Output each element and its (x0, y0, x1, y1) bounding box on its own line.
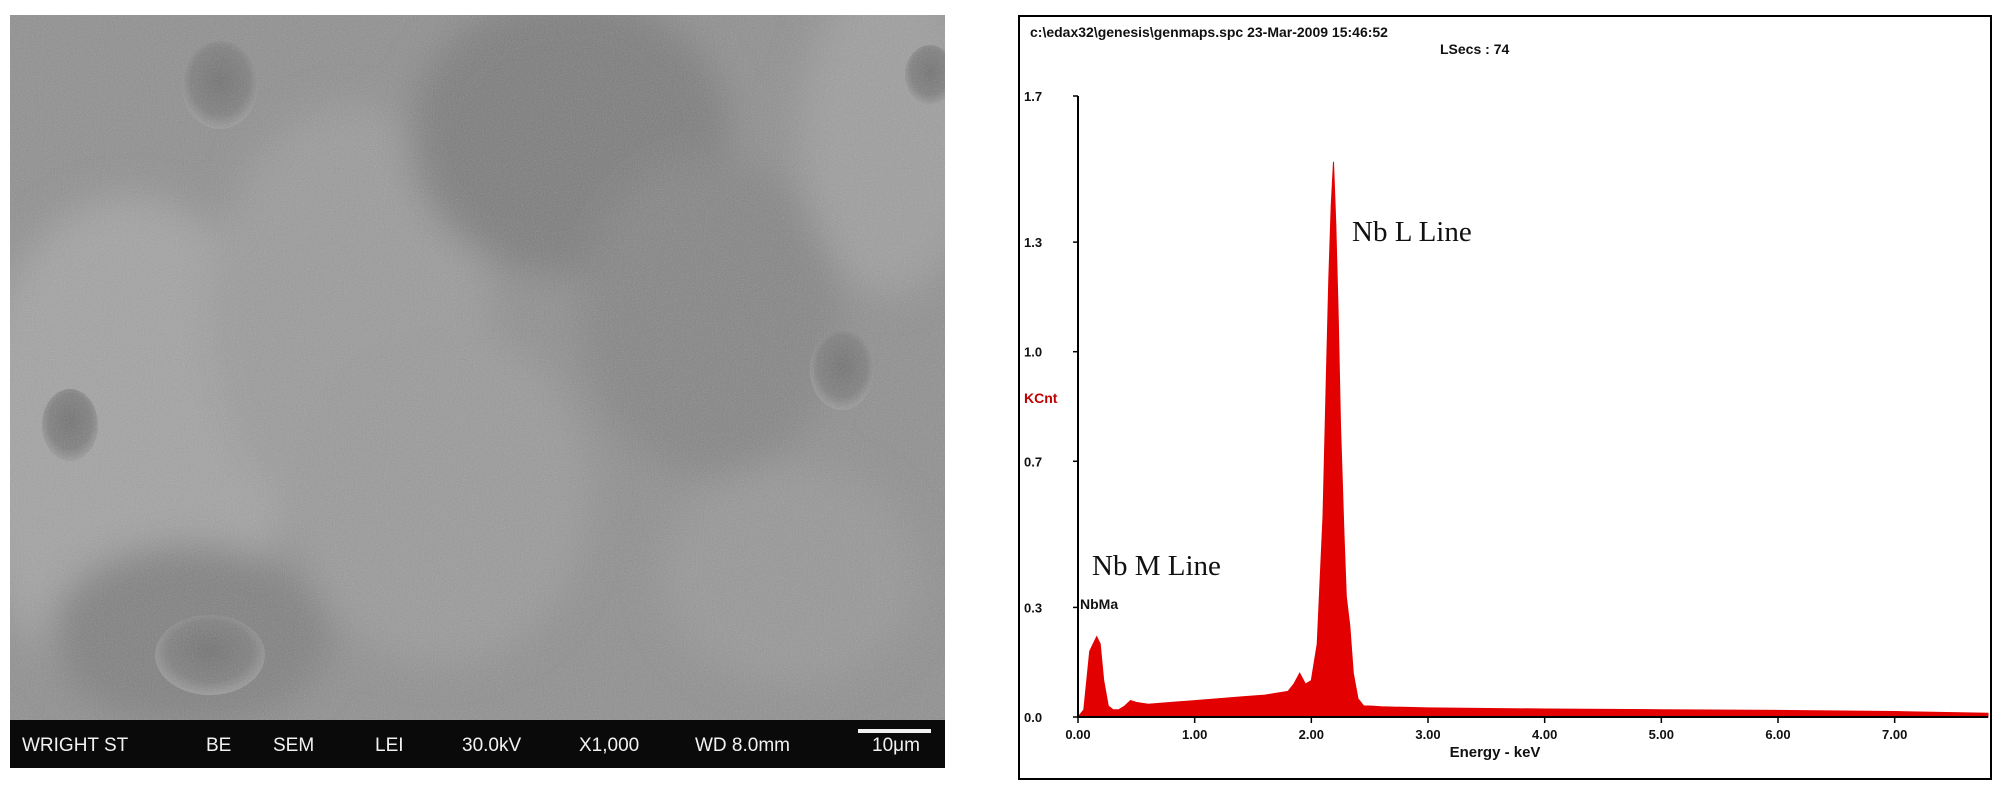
x-axis-label: Energy - keV (1450, 744, 1541, 761)
x-tick-label: 7.00 (1882, 727, 1907, 742)
y-tick-label: 1.0 (1024, 345, 1042, 360)
x-tick-label: 3.00 (1415, 727, 1440, 742)
y-tick-label: 0.7 (1024, 454, 1042, 469)
sem-micrograph: WRIGHT ST BE SEM LEI 30.0kV X1,000 WD 8.… (10, 15, 945, 768)
sem-data-bar: WRIGHT ST BE SEM LEI 30.0kV X1,000 WD 8.… (10, 720, 945, 768)
y-tick-label: 1.7 (1024, 89, 1042, 104)
sem-voltage-label: 30.0kV (462, 735, 522, 756)
x-tick-label: 0.00 (1065, 727, 1090, 742)
sem-magnification-label: X1,000 (579, 735, 640, 756)
x-tick-label: 6.00 (1765, 727, 1790, 742)
y-tick-label: 0.3 (1024, 600, 1042, 615)
sem-detector-label: BE (206, 735, 232, 756)
live-seconds-label: LSecs : 74 (1440, 41, 1510, 57)
eds-spectrum-panel: c:\edax32\genesis\genmaps.spc 23-Mar-200… (1018, 15, 1992, 780)
scale-bar-label: 10μm (872, 735, 920, 756)
sem-instrument-label: WRIGHT ST (22, 735, 129, 756)
peak-label-nbma: NbMa (1080, 596, 1118, 612)
x-tick-label: 5.00 (1649, 727, 1674, 742)
annotation-nb-m-line: Nb M Line (1092, 550, 1221, 582)
spectrum-file-header: c:\edax32\genesis\genmaps.spc 23-Mar-200… (1030, 24, 1388, 40)
sem-image (10, 15, 945, 720)
sem-working-distance-label: WD 8.0mm (695, 735, 790, 756)
annotation-nb-l-line: Nb L Line (1352, 216, 1472, 248)
x-tick-label: 1.00 (1182, 727, 1207, 742)
sem-signal-label: LEI (375, 735, 404, 756)
spectrum-area-0 (1076, 161, 1989, 718)
x-tick-label: 4.00 (1532, 727, 1557, 742)
y-tick-label: 1.3 (1024, 235, 1042, 250)
eds-spectrum-chart: 0.00 1.00 2.00 3.00 4.00 5.00 6.00 7.00 0.0 0.3 0.… (1024, 89, 1989, 761)
y-axis-label: KCnt (1024, 390, 1058, 406)
y-tick-label: 0.0 (1024, 710, 1042, 725)
x-tick-label: 2.00 (1299, 727, 1324, 742)
scale-bar-line (858, 729, 931, 733)
sem-mode-label: SEM (273, 735, 315, 756)
